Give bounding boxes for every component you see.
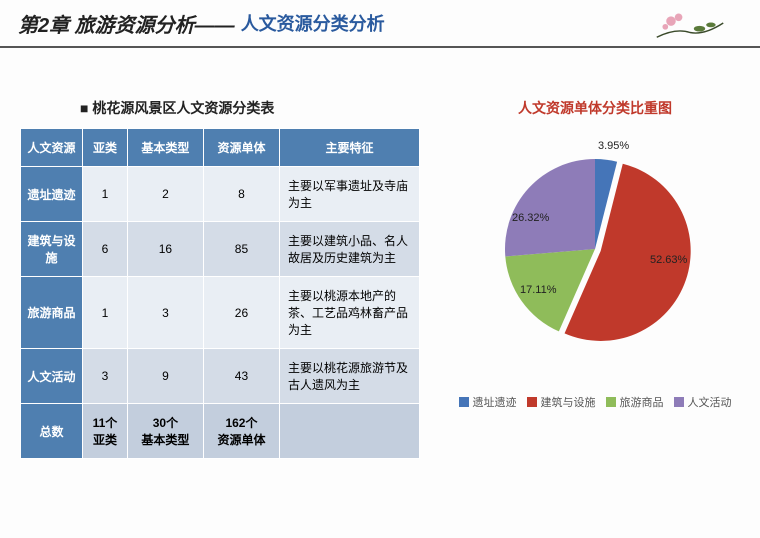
total-cell [280, 404, 420, 459]
legend-swatch [606, 397, 616, 407]
chart-section: 人文资源单体分类比重图 3.95% 52.63% 17.11% 26.32% 遗址遗迹… [450, 98, 740, 459]
total-label-cell: 总数 [21, 404, 83, 459]
table-section: ■ 桃花源风景区人文资源分类表 人文资源亚类基本类型资源单体主要特征 遗址遗迹1… [20, 98, 420, 459]
data-cell: 6 [83, 222, 128, 277]
table-row: 遗址遗迹128主要以军事遗址及寺庙为主 [21, 167, 420, 222]
legend-item: 人文活动 [674, 394, 732, 410]
pie-chart: 3.95% 52.63% 17.11% 26.32% [480, 134, 710, 364]
data-cell: 1 [83, 277, 128, 349]
description-cell: 主要以建筑小品、名人故居及历史建筑为主 [280, 222, 420, 277]
description-cell: 主要以桃源本地产的茶、工艺品鸡林畜产品为主 [280, 277, 420, 349]
data-cell: 43 [203, 349, 279, 404]
data-cell: 3 [127, 277, 203, 349]
data-cell: 8 [203, 167, 279, 222]
data-cell: 16 [127, 222, 203, 277]
slide-header: 第2章 旅游资源分析—— 人文资源分类分析 [0, 0, 760, 48]
legend-label: 建筑与设施 [541, 394, 596, 410]
slice-label: 26.32% [512, 212, 549, 224]
category-cell: 建筑与设施 [21, 222, 83, 277]
chapter-title: 第2章 旅游资源分析—— [18, 9, 235, 38]
data-cell: 2 [127, 167, 203, 222]
legend-label: 人文活动 [688, 394, 732, 410]
table-title: ■ 桃花源风景区人文资源分类表 [20, 98, 420, 118]
section-subtitle: 人文资源分类分析 [241, 10, 385, 36]
table-row: 建筑与设施61685主要以建筑小品、名人故居及历史建筑为主 [21, 222, 420, 277]
table-row: 旅游商品1326主要以桃源本地产的茶、工艺品鸡林畜产品为主 [21, 277, 420, 349]
slice-label: 3.95% [598, 140, 629, 152]
content-area: ■ 桃花源风景区人文资源分类表 人文资源亚类基本类型资源单体主要特征 遗址遗迹1… [0, 48, 760, 479]
table-header-cell: 人文资源 [21, 129, 83, 167]
legend-swatch [674, 397, 684, 407]
table-header-cell: 亚类 [83, 129, 128, 167]
slice-label: 17.11% [520, 284, 557, 296]
legend-swatch [459, 397, 469, 407]
data-cell: 9 [127, 349, 203, 404]
legend-label: 旅游商品 [620, 394, 664, 410]
data-cell: 3 [83, 349, 128, 404]
description-cell: 主要以军事遗址及寺庙为主 [280, 167, 420, 222]
chart-legend: 遗址遗迹 建筑与设施 旅游商品 人文活动 [450, 394, 740, 410]
pie-slice [505, 159, 595, 256]
total-row: 总数11个 亚类30个 基本类型162个 资源单体 [21, 404, 420, 459]
category-cell: 遗址遗迹 [21, 167, 83, 222]
description-cell: 主要以桃花源旅游节及古人遗风为主 [280, 349, 420, 404]
flower-decoration-icon [650, 4, 730, 42]
classification-table: 人文资源亚类基本类型资源单体主要特征 遗址遗迹128主要以军事遗址及寺庙为主建筑… [20, 128, 420, 459]
slice-label: 52.63% [650, 254, 687, 266]
legend-item: 遗址遗迹 [459, 394, 517, 410]
data-cell: 26 [203, 277, 279, 349]
data-cell: 1 [83, 167, 128, 222]
total-cell: 162个 资源单体 [203, 404, 279, 459]
category-cell: 旅游商品 [21, 277, 83, 349]
table-header-cell: 基本类型 [127, 129, 203, 167]
total-cell: 30个 基本类型 [127, 404, 203, 459]
legend-swatch [527, 397, 537, 407]
table-header-cell: 主要特征 [280, 129, 420, 167]
legend-item: 旅游商品 [606, 394, 664, 410]
table-header-cell: 资源单体 [203, 129, 279, 167]
chart-title: 人文资源单体分类比重图 [450, 98, 740, 118]
legend-item: 建筑与设施 [527, 394, 596, 410]
data-cell: 85 [203, 222, 279, 277]
total-cell: 11个 亚类 [83, 404, 128, 459]
category-cell: 人文活动 [21, 349, 83, 404]
legend-label: 遗址遗迹 [473, 394, 517, 410]
table-row: 人文活动3943主要以桃花源旅游节及古人遗风为主 [21, 349, 420, 404]
